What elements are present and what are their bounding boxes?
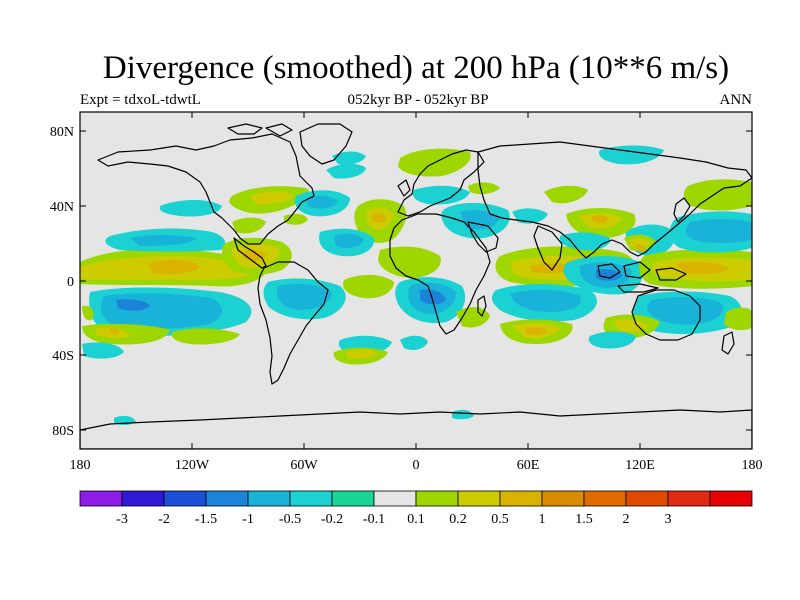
colorbar-label: 2 (623, 512, 630, 527)
colorbar-box (625, 490, 669, 507)
y-tick-label: 80S (52, 424, 74, 439)
x-tick-label: 60W (290, 458, 318, 473)
colorbar-box (247, 490, 291, 507)
colorbar-label: -1.5 (195, 512, 217, 527)
colorbar-label: 3 (665, 512, 672, 527)
season-label: ANN (719, 92, 753, 108)
colorbar-box (415, 490, 459, 507)
colorbar-label: -1 (242, 512, 254, 527)
colorbar-box (205, 490, 249, 507)
colorbar-label: -3 (116, 512, 128, 527)
colorbar-box (499, 490, 543, 507)
colorbar-label: 1.5 (575, 512, 593, 527)
colorbar-box (331, 490, 375, 507)
axis-ticks (79, 112, 753, 449)
colorbar-label: -0.2 (321, 512, 343, 527)
colorbar-box (667, 490, 711, 507)
x-tick-label: 0 (413, 458, 420, 473)
x-axis-labels: 180 120W 60W 0 60E 120E 180 (70, 458, 763, 473)
colorbar-box (709, 490, 753, 507)
colorbar-box (163, 490, 207, 507)
period-label: 052kyr BP - 052kyr BP (347, 92, 489, 108)
colorbar: -3 -2 -1.5 -1 -0.5 -0.2 -0.1 0.1 0.2 0.5 1 1.5 2 3 (79, 490, 753, 527)
colorbar-label: 0.2 (449, 512, 467, 527)
contour-fills (80, 145, 752, 425)
colorbar-label: 0.5 (491, 512, 509, 527)
x-tick-label: 180 (742, 458, 763, 473)
y-tick-label: 80N (50, 125, 74, 140)
colorbar-box (541, 490, 585, 507)
y-axis-labels: 80N 40N 0 40S 80S (50, 125, 74, 439)
colorbar-box (457, 490, 501, 507)
x-tick-label: 60E (517, 458, 540, 473)
colorbar-box (79, 490, 123, 507)
colorbar-label: -0.5 (279, 512, 301, 527)
colorbar-box (583, 490, 627, 507)
x-tick-label: 180 (70, 458, 91, 473)
colorbar-box (289, 490, 333, 507)
y-tick-label: 0 (67, 275, 74, 290)
colorbar-box (373, 490, 417, 507)
colorbar-box (121, 490, 165, 507)
y-tick-label: 40S (52, 349, 74, 364)
y-tick-label: 40N (50, 200, 74, 215)
x-tick-label: 120W (175, 458, 210, 473)
experiment-label: Expt = tdxoL-tdwtL (80, 92, 201, 108)
colorbar-label: -0.1 (363, 512, 385, 527)
plot-title: Divergence (smoothed) at 200 hPa (10**6 … (102, 50, 730, 86)
colorbar-label: 0.1 (407, 512, 425, 527)
coastlines (80, 123, 752, 449)
colorbar-label: -2 (158, 512, 170, 527)
x-tick-label: 120E (625, 458, 655, 473)
colorbar-label: 1 (539, 512, 546, 527)
